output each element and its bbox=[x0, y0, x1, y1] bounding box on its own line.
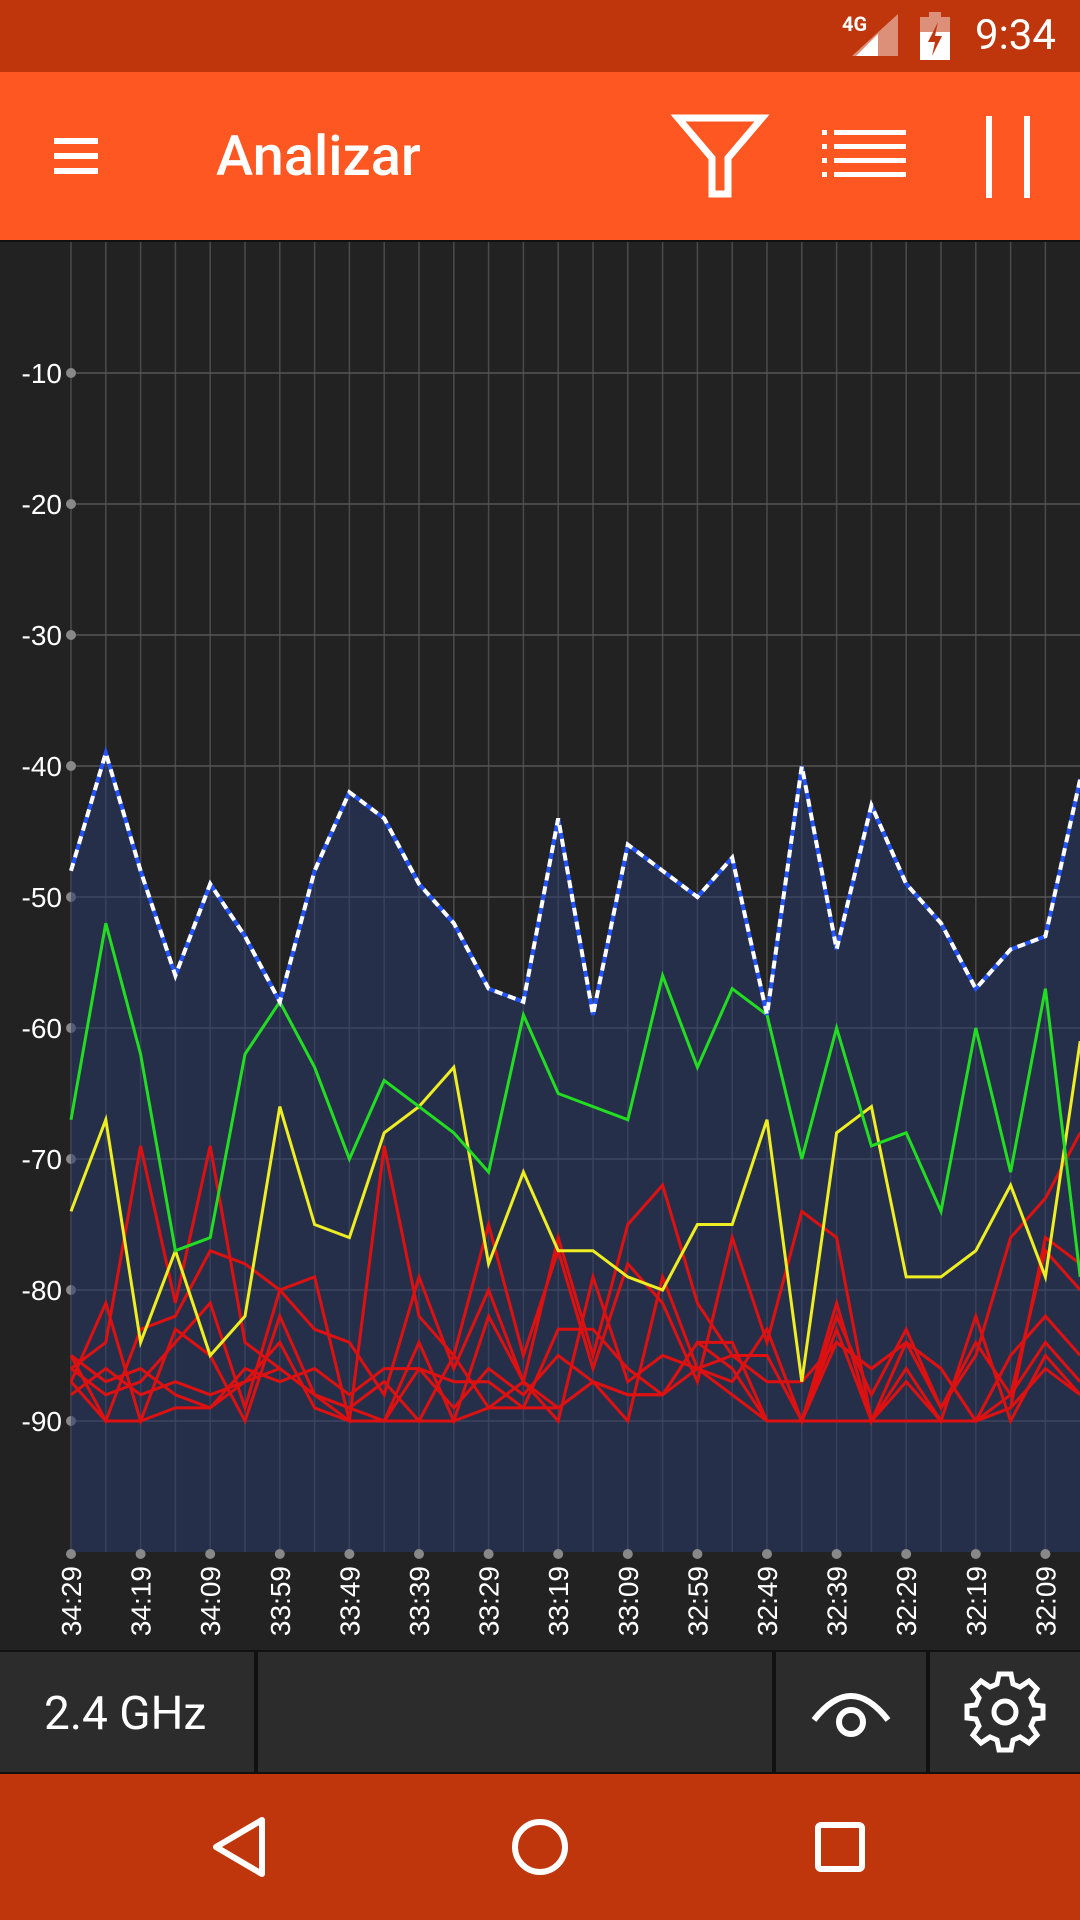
x-tick-label: 33:29 bbox=[474, 1566, 505, 1636]
filter-button[interactable] bbox=[668, 108, 772, 204]
x-tick-dot bbox=[553, 1549, 564, 1559]
x-tick-label: 33:49 bbox=[334, 1566, 365, 1636]
series-line bbox=[69, 922, 1080, 1278]
x-tick-dot bbox=[831, 1549, 842, 1559]
x-tick-dot bbox=[414, 1549, 424, 1559]
settings-button[interactable] bbox=[930, 1652, 1080, 1772]
y-tick-label: -20 bbox=[22, 489, 62, 520]
home-icon bbox=[512, 1819, 568, 1875]
back-icon bbox=[213, 1817, 265, 1877]
x-tick-dot bbox=[762, 1549, 772, 1559]
pause-icon bbox=[986, 116, 1030, 198]
x-tick-dot bbox=[135, 1549, 146, 1559]
filter-icon bbox=[670, 114, 770, 198]
x-tick-label: 33:39 bbox=[404, 1566, 435, 1636]
x-tick-dot bbox=[622, 1549, 633, 1559]
band-selector[interactable]: 2.4 GHz bbox=[0, 1652, 254, 1772]
recents-button[interactable] bbox=[790, 1802, 890, 1892]
x-tick-label: 33:59 bbox=[265, 1566, 296, 1636]
x-tick-dot bbox=[483, 1549, 494, 1559]
x-tick-dot bbox=[692, 1549, 703, 1559]
y-tick-label: -70 bbox=[22, 1144, 62, 1175]
y-tick-dot bbox=[66, 761, 76, 771]
series-line-highlight-dash bbox=[69, 745, 1080, 1016]
battery-charging-icon bbox=[920, 12, 950, 60]
x-tick-label: 34:19 bbox=[126, 1566, 157, 1636]
x-tick-label: 34:29 bbox=[56, 1566, 87, 1636]
pause-button[interactable] bbox=[968, 108, 1048, 204]
series-line bbox=[70, 1145, 1080, 1427]
y-tick-label: -60 bbox=[22, 1013, 62, 1044]
band-label: 2.4 GHz bbox=[44, 1687, 207, 1741]
back-button[interactable] bbox=[190, 1802, 290, 1892]
toolbar-spacer bbox=[258, 1652, 772, 1772]
network-type: 4G bbox=[842, 12, 868, 36]
y-tick-label: -40 bbox=[22, 751, 62, 782]
series-line bbox=[69, 1132, 1080, 1425]
signal-icon bbox=[852, 14, 898, 56]
x-tick-dot bbox=[344, 1549, 355, 1559]
x-tick-dot bbox=[205, 1549, 216, 1559]
x-tick-label: 32:19 bbox=[961, 1566, 992, 1636]
status-bar: 4G 9:34 bbox=[0, 0, 1080, 72]
series-line bbox=[69, 1247, 1080, 1426]
y-tick-dot bbox=[66, 368, 76, 378]
home-button[interactable] bbox=[490, 1802, 590, 1892]
y-tick-label: -90 bbox=[22, 1406, 62, 1437]
y-tick-label: -80 bbox=[22, 1275, 62, 1306]
y-tick-dot bbox=[66, 499, 76, 509]
signal-chart[interactable]: -10 -20 -30 -40 -50 -60 -70 -80 -90 34:29 34:19 34:… bbox=[0, 240, 1080, 1652]
y-tick-dot bbox=[66, 630, 76, 640]
x-tick-dot bbox=[66, 1549, 76, 1559]
visibility-icon bbox=[811, 1693, 891, 1737]
y-tick-label: -50 bbox=[22, 882, 62, 913]
x-tick-label: 33:09 bbox=[613, 1566, 644, 1636]
system-nav-bar bbox=[0, 1774, 1080, 1920]
gear-icon bbox=[964, 1671, 1046, 1753]
recents-icon bbox=[815, 1822, 865, 1872]
series-line bbox=[70, 1271, 1080, 1426]
y-tick-label: -10 bbox=[22, 358, 62, 389]
x-tick-label: 32:09 bbox=[1030, 1566, 1061, 1636]
visibility-button[interactable] bbox=[776, 1652, 926, 1772]
series-line bbox=[69, 1040, 1080, 1382]
x-tick-label: 32:49 bbox=[752, 1566, 783, 1636]
x-tick-label: 32:59 bbox=[682, 1566, 713, 1636]
bottom-toolbar: 2.4 GHz bbox=[0, 1650, 1080, 1774]
list-button[interactable] bbox=[812, 108, 916, 204]
x-tick-label: 33:19 bbox=[543, 1566, 574, 1636]
page-title: Analizar bbox=[216, 123, 421, 189]
status-time: 9:34 bbox=[975, 11, 1056, 60]
app-bar: Analizar bbox=[0, 72, 1080, 240]
y-tick-label: -30 bbox=[22, 620, 62, 651]
menu-icon bbox=[54, 138, 98, 174]
menu-button[interactable] bbox=[32, 112, 120, 200]
highlight-area bbox=[71, 752, 1080, 1552]
x-tick-label: 32:29 bbox=[891, 1566, 922, 1636]
x-tick-label: 32:39 bbox=[822, 1566, 853, 1636]
list-icon bbox=[822, 130, 906, 177]
x-tick-dot bbox=[1040, 1549, 1051, 1559]
chart-svg: -10 -20 -30 -40 -50 -60 -70 -80 -90 34:29 34:19 34:… bbox=[22, 242, 1080, 1636]
series-line bbox=[70, 1271, 1080, 1426]
x-tick-label: 34:09 bbox=[195, 1566, 226, 1636]
x-tick-dot bbox=[970, 1549, 981, 1559]
x-tick-dot bbox=[901, 1549, 912, 1559]
x-tick-dot bbox=[274, 1549, 285, 1559]
